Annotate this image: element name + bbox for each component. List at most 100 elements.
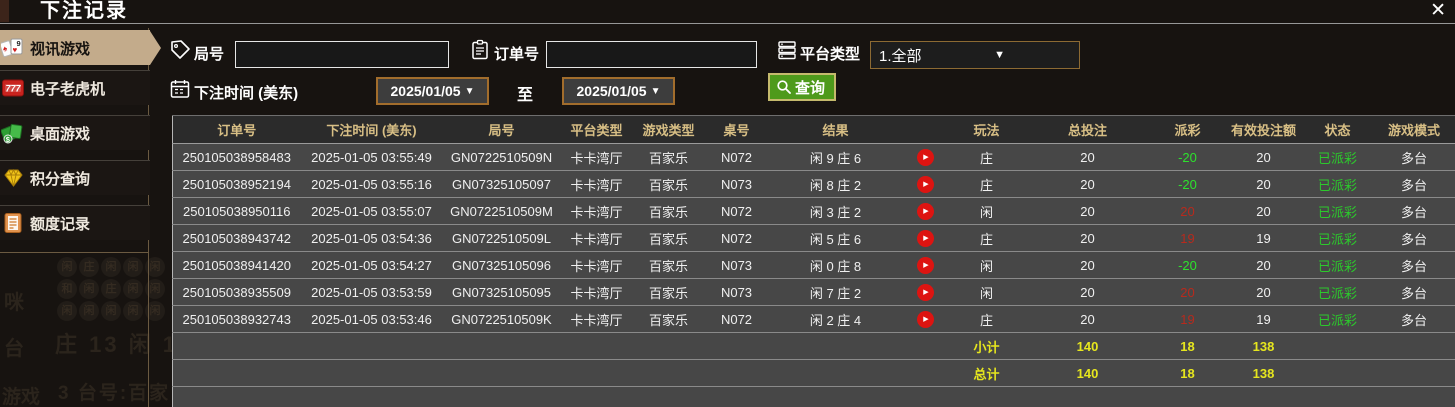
play-result-button[interactable]: ▶ [917, 202, 934, 220]
date-range-to-label: 至 [517, 87, 534, 104]
cell-valid: 20 [1224, 170, 1303, 198]
sidebar-item-label: 电子老虎机 [30, 80, 106, 98]
platform-list-icon [776, 39, 798, 61]
cell-payout: -20 [1150, 143, 1225, 171]
cell-time [300, 359, 443, 387]
cell-mode: 多台 [1372, 278, 1455, 306]
subtotal-row: 小计 140 18 138 [172, 332, 1455, 360]
cell-bet: 闲 [948, 278, 1025, 306]
table-header-row: 订单号 下注时间 (美东) 局号 平台类型 游戏类型 桌号 结果 玩法 总投注 派彩 有效投注额 状态… [172, 115, 1455, 144]
cell-total: 20 [1024, 278, 1151, 306]
cell-game: 百家乐 [632, 278, 705, 306]
play-result-button[interactable]: ▶ [917, 283, 934, 301]
cell-status: 已派彩 [1302, 143, 1373, 171]
cell-mode: 多台 [1372, 143, 1455, 171]
platform-type-value: 1.全部 [879, 47, 922, 65]
background-ghost-char: 台 [4, 338, 24, 360]
cell-result: 闲 2 庄 4 [768, 305, 903, 333]
cell-game [632, 332, 705, 360]
cell-valid: 20 [1224, 251, 1303, 279]
cell-platform: 卡卡湾厅 [560, 224, 633, 252]
cell-bet: 总计 [948, 359, 1025, 387]
cell-time [300, 332, 443, 360]
close-icon[interactable]: ✕ [1430, 0, 1446, 21]
background-ghost-bead: 闲 [57, 257, 77, 277]
background-ghost-bead: 闲 [101, 301, 121, 321]
date-to-select[interactable]: 2025/01/05 ▼ [562, 77, 675, 105]
cell-round: GN0722510509K [442, 305, 561, 333]
quota-document-icon [1, 211, 26, 235]
column-header: 平台类型 [560, 115, 633, 144]
cell-game: 百家乐 [632, 197, 705, 225]
background-ghost-text: 庄 13 闲 1 [55, 332, 179, 357]
column-header: 总投注 [1024, 115, 1151, 144]
cell-platform: 卡卡湾厅 [560, 305, 633, 333]
table-row: 250105038943742 2025-01-05 03:54:36 GN0722… [172, 224, 1455, 252]
column-header: 局号 [442, 115, 561, 144]
table-row: 250105038935509 2025-01-05 03:53:59 GN0732… [172, 278, 1455, 306]
cell-total: 20 [1024, 305, 1151, 333]
tag-icon [169, 39, 191, 61]
cell-table_no: N072 [704, 143, 769, 171]
cell-play: ▶ [902, 224, 949, 252]
cell-valid: 20 [1224, 197, 1303, 225]
search-button[interactable]: 查询 [768, 73, 837, 101]
sidebar-item-video-games-cards[interactable]: ♠ 9 ♥ 视讯游戏 [0, 30, 161, 65]
play-result-button[interactable]: ▶ [917, 148, 934, 166]
platform-type-select[interactable]: 1.全部 ▼ [870, 41, 1080, 69]
cell-total: 20 [1024, 143, 1151, 171]
cell-total: 20 [1024, 197, 1151, 225]
svg-text:777: 777 [6, 84, 22, 94]
background-ghost-text: 3 台号:百家 [58, 383, 171, 404]
sidebar-item-quota-document[interactable]: 额度记录 [0, 205, 150, 240]
cell-round [442, 332, 561, 360]
empty-cell [172, 386, 1455, 407]
background-ghost-blotch [0, 0, 9, 22]
cell-bet: 小计 [948, 332, 1025, 360]
svg-text:9: 9 [17, 39, 21, 48]
cell-order: 250105038941420 [172, 251, 301, 279]
sidebar-item-slot-machine[interactable]: 777 电子老虎机 [0, 70, 150, 105]
cell-play: ▶ [902, 305, 949, 333]
bet-records-table: 订单号 下注时间 (美东) 局号 平台类型 游戏类型 桌号 结果 玩法 总投注 派彩 有效投注额 状态… [172, 115, 1455, 407]
cell-platform [560, 359, 633, 387]
cell-game: 百家乐 [632, 224, 705, 252]
column-header: 玩法 [948, 115, 1025, 144]
table-row: 250105038952194 2025-01-05 03:55:16 GN0732… [172, 170, 1455, 198]
svg-text:♠: ♠ [2, 43, 10, 53]
background-ghost-bead: 和 [57, 279, 77, 299]
round-number-input[interactable] [235, 41, 449, 68]
cell-game: 百家乐 [632, 170, 705, 198]
sidebar-item-label: 桌面游戏 [30, 125, 91, 143]
cell-status: 已派彩 [1302, 251, 1373, 279]
background-ghost-char: 游戏 [2, 387, 41, 407]
cell-table_no: N072 [704, 305, 769, 333]
play-result-button[interactable]: ▶ [917, 310, 934, 328]
cell-bet: 庄 [948, 143, 1025, 171]
column-header: 订单号 [172, 115, 301, 144]
cell-bet: 闲 [948, 251, 1025, 279]
cell-result: 闲 0 庄 8 [768, 251, 903, 279]
cell-order [172, 359, 301, 387]
play-result-button[interactable]: ▶ [917, 175, 934, 193]
cell-mode [1372, 332, 1455, 360]
total-row: 总计 140 18 138 [172, 359, 1455, 387]
cell-bet: 庄 [948, 224, 1025, 252]
cell-play [902, 332, 949, 360]
cell-platform: 卡卡湾厅 [560, 170, 633, 198]
date-from-select[interactable]: 2025/01/05 ▼ [376, 77, 489, 105]
background-ghost-bead: 闲 [101, 257, 121, 277]
cell-mode: 多台 [1372, 197, 1455, 225]
sidebar-item-points-diamond[interactable]: 积分查询 [0, 160, 150, 195]
order-number-input[interactable] [546, 41, 757, 68]
cell-status: 已派彩 [1302, 305, 1373, 333]
play-result-button[interactable]: ▶ [917, 256, 934, 274]
calendar-icon [169, 78, 191, 100]
play-result-button[interactable]: ▶ [917, 229, 934, 247]
cell-order: 250105038943742 [172, 224, 301, 252]
cell-payout: 19 [1150, 224, 1225, 252]
cell-time: 2025-01-05 03:53:46 [300, 305, 443, 333]
cell-game: 百家乐 [632, 305, 705, 333]
sidebar-item-table-games[interactable]: $ 桌面游戏 [0, 115, 150, 150]
